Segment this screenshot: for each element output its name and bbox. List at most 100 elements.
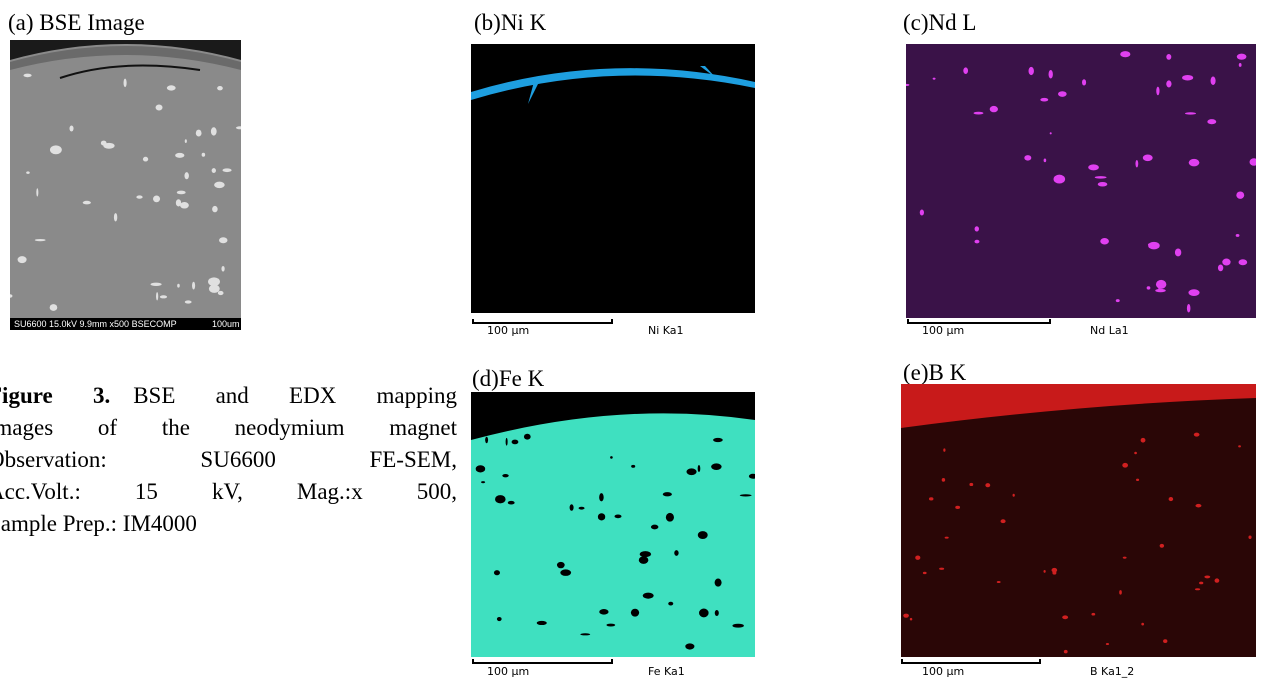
grain — [153, 195, 160, 202]
grain — [1029, 67, 1034, 75]
scale-label: 100 μm — [922, 665, 964, 678]
grain — [570, 504, 574, 510]
page: (a) BSE Image SU6600 15.0kV 9.9mm x500 B… — [0, 0, 1263, 682]
grain — [1050, 132, 1052, 134]
signal-label: Nd La1 — [1090, 324, 1129, 337]
grain — [698, 465, 701, 472]
grain — [1194, 433, 1200, 437]
panel-label: (d)Fe K — [472, 366, 545, 391]
panel-label: (a) BSE Image — [8, 10, 145, 35]
grain — [943, 448, 945, 451]
grain — [1160, 544, 1164, 548]
grain — [1195, 504, 1201, 508]
scale-bar — [473, 319, 612, 323]
grain — [1175, 248, 1181, 256]
caption-line: Sample Prep.: IM4000 — [0, 508, 457, 540]
grain — [211, 127, 217, 135]
grain — [1100, 238, 1109, 244]
grain — [740, 494, 752, 496]
grain — [485, 437, 488, 443]
grain — [631, 609, 639, 617]
grain — [1134, 452, 1137, 455]
grain — [749, 474, 757, 479]
grain — [903, 614, 909, 618]
grain — [494, 570, 500, 575]
grain — [715, 610, 719, 616]
grain — [1119, 590, 1122, 594]
grain — [212, 168, 216, 173]
grain — [674, 550, 678, 556]
grain — [698, 531, 708, 539]
grain — [643, 593, 654, 599]
scale-bar — [473, 659, 612, 663]
panel-label: (e)B K — [903, 360, 967, 385]
grain — [699, 609, 709, 618]
grain — [185, 139, 187, 143]
grain — [1239, 63, 1242, 67]
grain — [214, 182, 225, 188]
grain — [508, 501, 515, 505]
grain — [903, 84, 909, 86]
scale-label: 100 μm — [487, 324, 529, 337]
figure: (a) BSE Image SU6600 15.0kV 9.9mm x500 B… — [0, 0, 1263, 682]
grain — [69, 125, 73, 131]
grain — [631, 465, 635, 468]
grain — [639, 556, 649, 563]
grain — [1001, 519, 1006, 523]
grain — [1043, 570, 1045, 573]
scale-label: 100 μm — [487, 665, 529, 678]
grain — [580, 633, 590, 635]
grain — [23, 74, 31, 78]
grain — [1199, 582, 1203, 585]
grain — [1141, 438, 1146, 443]
grain — [640, 551, 651, 557]
b-map — [901, 384, 1256, 657]
grain — [156, 292, 158, 300]
grain — [963, 67, 968, 74]
grain — [1095, 176, 1107, 179]
grain — [1024, 155, 1031, 160]
grain — [985, 483, 990, 487]
grain — [83, 201, 91, 205]
signal-label: B Ka1_2 — [1090, 665, 1134, 678]
grain — [915, 556, 920, 560]
bse-image — [8, 40, 245, 330]
grain — [1136, 479, 1139, 481]
nd-map — [903, 44, 1258, 318]
grain — [143, 157, 148, 162]
grain — [196, 130, 202, 137]
grain — [150, 283, 161, 286]
grain — [651, 525, 658, 530]
grain — [1211, 76, 1216, 84]
grain — [1188, 289, 1199, 296]
grain — [1091, 613, 1095, 616]
grain — [192, 282, 195, 290]
grain — [975, 240, 980, 244]
grain — [236, 126, 244, 129]
grain — [1122, 463, 1128, 468]
grain — [1238, 445, 1241, 447]
grain — [610, 456, 613, 459]
grain — [923, 572, 927, 574]
grain — [1116, 299, 1120, 302]
grain — [184, 172, 188, 179]
grain — [1195, 588, 1200, 590]
grain — [136, 195, 142, 198]
grain — [910, 618, 912, 621]
panel-label: (b)Ni K — [474, 10, 547, 35]
grain — [35, 239, 46, 241]
grain — [1098, 182, 1108, 187]
grain — [557, 562, 565, 568]
grain — [1215, 578, 1220, 582]
grain — [990, 106, 998, 112]
grain — [167, 85, 176, 90]
signal-label: Fe Ka1 — [648, 665, 685, 678]
grain — [1148, 243, 1156, 246]
grain — [1248, 536, 1251, 539]
grain — [495, 495, 506, 503]
grain — [1189, 159, 1200, 167]
grain — [506, 438, 508, 446]
image-info: SU6600 15.0kV 9.9mm x500 BSECOMP — [14, 319, 177, 329]
grain — [481, 481, 485, 483]
grain — [1135, 160, 1138, 167]
